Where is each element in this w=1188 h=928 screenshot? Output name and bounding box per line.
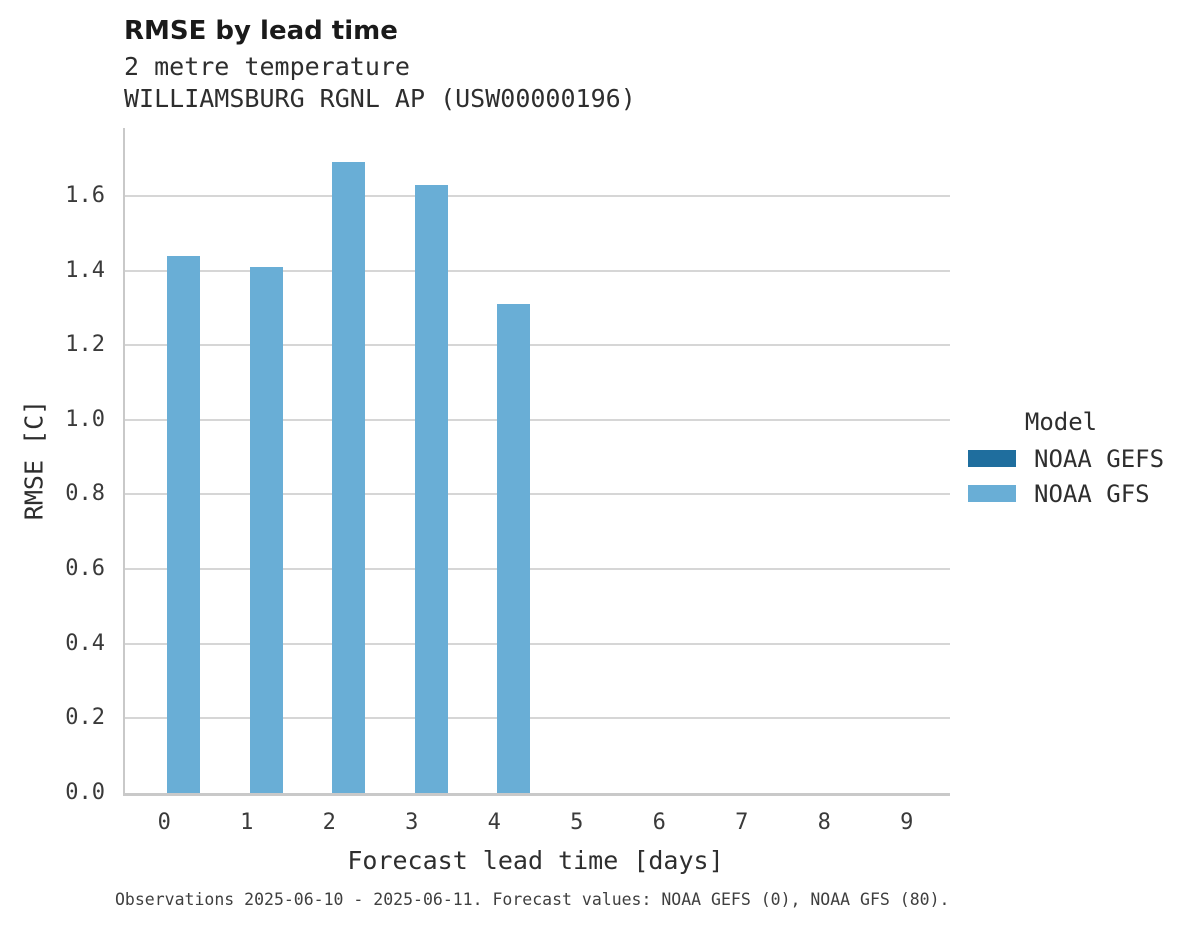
legend: Model NOAA GEFS NOAA GFS [955, 408, 1185, 520]
chart-subtitle-variable: 2 metre temperature [124, 52, 410, 81]
legend-swatch-noaa-gefs [968, 450, 1016, 467]
y-tick-label-1.2: 1.2 [65, 332, 105, 358]
caption-text: Observations 2025-06-10 - 2025-06-11. Fo… [115, 890, 950, 909]
x-tick-label-0: 0 [157, 810, 171, 835]
y-tick-label-1.6: 1.6 [65, 182, 105, 208]
gridline-y-1.0 [125, 418, 950, 421]
x-tick-label-8: 8 [817, 810, 831, 835]
gridline-y-0.2 [125, 717, 950, 720]
x-tick-label-3: 3 [405, 810, 419, 835]
x-tick-label-9: 9 [900, 810, 914, 835]
x-tick-label-5: 5 [570, 810, 584, 835]
y-tick-label-0.0: 0.0 [65, 780, 105, 805]
x-tick-label-2: 2 [322, 810, 336, 835]
y-tick-label-1.4: 1.4 [65, 257, 105, 283]
gridline-y-0.6 [125, 568, 950, 571]
plot-area [123, 128, 950, 796]
gridline-y-1.2 [125, 344, 950, 347]
x-axis-label: Forecast lead time [days] [347, 846, 724, 875]
x-tick-label-7: 7 [735, 810, 749, 835]
legend-label: NOAA GEFS [1034, 444, 1165, 473]
y-tick-label-0.2: 0.2 [65, 705, 105, 731]
bar-noaa-gfs-day1 [249, 266, 283, 793]
gridline-y-1.6 [125, 194, 950, 197]
y-tick-label-0.4: 0.4 [65, 630, 105, 656]
x-tick-label-1: 1 [240, 810, 254, 835]
gridline-y-0.8 [125, 493, 950, 496]
x-tick-label-4: 4 [487, 810, 501, 835]
bar-noaa-gfs-day3 [414, 184, 448, 793]
chart-subtitle-station: WILLIAMSBURG RGNL AP (USW00000196) [124, 84, 636, 113]
x-tick-label-6: 6 [652, 810, 666, 835]
legend-swatch-noaa-gfs [968, 485, 1016, 502]
y-tick-label-1.0: 1.0 [65, 406, 105, 432]
bar-noaa-gfs-day2 [332, 162, 366, 793]
legend-title: Model [1024, 408, 1098, 436]
chart-title: RMSE by lead time [124, 16, 398, 46]
legend-entry-noaa-gefs: NOAA GEFS [955, 445, 1185, 473]
legend-entry-noaa-gfs: NOAA GFS [955, 480, 1185, 508]
legend-label: NOAA GFS [1034, 479, 1150, 508]
y-axis-label: RMSE [C] [19, 399, 49, 521]
y-tick-label-0.8: 0.8 [65, 481, 105, 507]
bar-noaa-gfs-day4 [497, 304, 531, 793]
y-tick-label-0.6: 0.6 [65, 556, 105, 582]
bar-noaa-gfs-day0 [167, 255, 201, 793]
gridline-y-1.4 [125, 269, 950, 272]
gridline-y-0.4 [125, 642, 950, 645]
